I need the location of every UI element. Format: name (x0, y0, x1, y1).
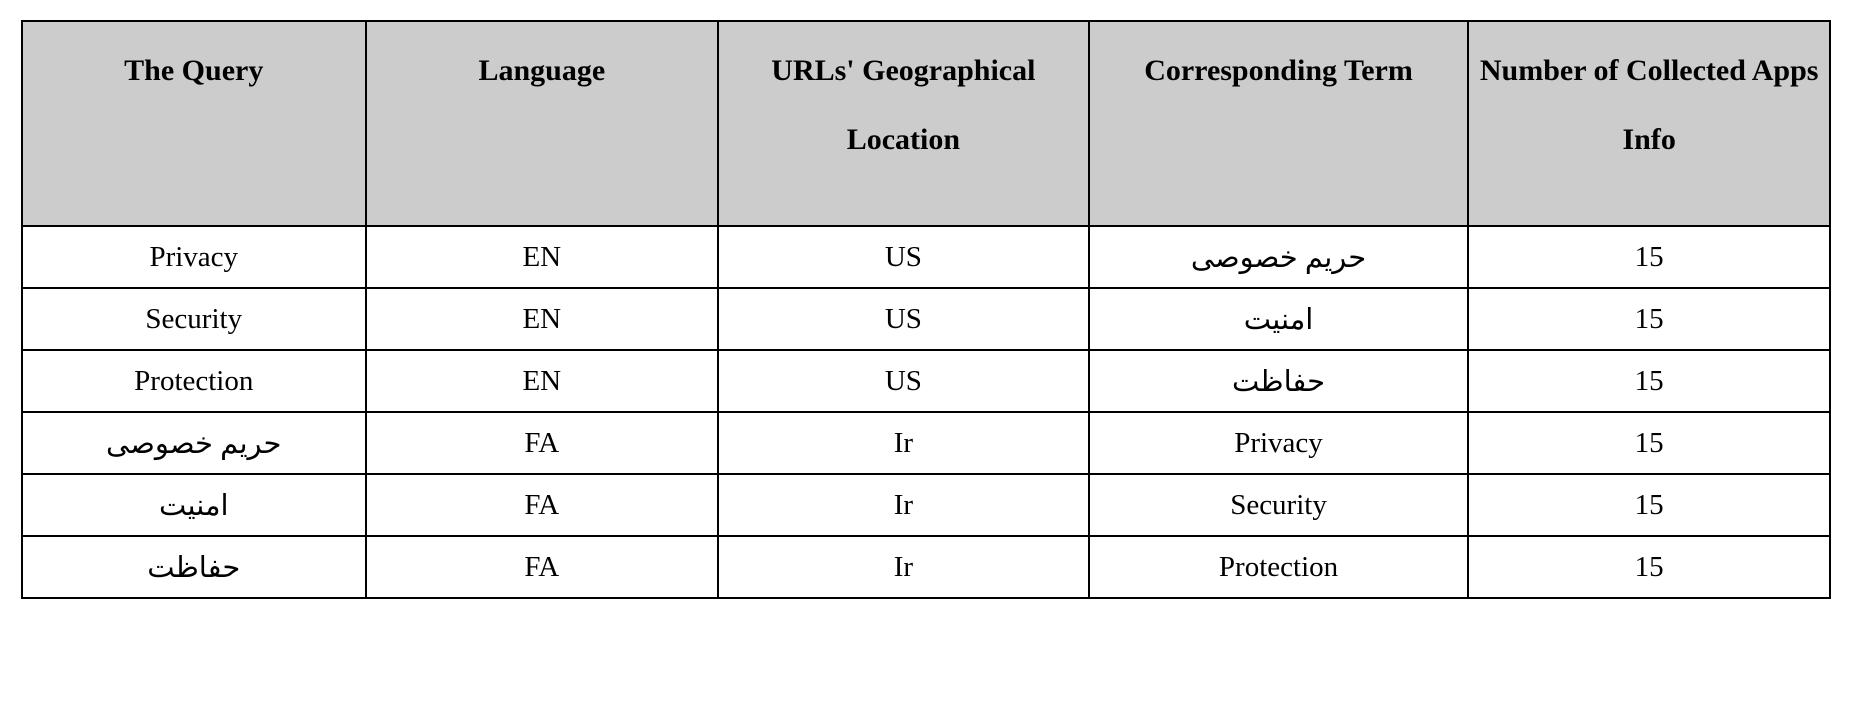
cell-count: 15 (1468, 226, 1830, 288)
header-count: Number of Collected Apps Info (1468, 21, 1830, 226)
cell-language: FA (366, 412, 719, 474)
table-header-row: The Query Language URLs' Geographical Lo… (22, 21, 1830, 226)
header-query: The Query (22, 21, 366, 226)
cell-location: Ir (718, 412, 1089, 474)
cell-term: Protection (1089, 536, 1469, 598)
cell-term: Privacy (1089, 412, 1469, 474)
query-data-table: The Query Language URLs' Geographical Lo… (21, 20, 1831, 599)
cell-location: Ir (718, 536, 1089, 598)
cell-language: FA (366, 474, 719, 536)
table-row: امنیت FA Ir Security 15 (22, 474, 1830, 536)
cell-query: امنیت (22, 474, 366, 536)
cell-location: US (718, 288, 1089, 350)
cell-term: حریم خصوصی (1089, 226, 1469, 288)
cell-count: 15 (1468, 350, 1830, 412)
cell-location: US (718, 350, 1089, 412)
cell-language: EN (366, 226, 719, 288)
table-row: Protection EN US حفاظت 15 (22, 350, 1830, 412)
table-header: The Query Language URLs' Geographical Lo… (22, 21, 1830, 226)
cell-location: Ir (718, 474, 1089, 536)
header-language: Language (366, 21, 719, 226)
cell-query: Security (22, 288, 366, 350)
cell-query: حفاظت (22, 536, 366, 598)
cell-term: امنیت (1089, 288, 1469, 350)
header-term: Corresponding Term (1089, 21, 1469, 226)
cell-term: Security (1089, 474, 1469, 536)
header-location: URLs' Geographical Location (718, 21, 1089, 226)
cell-count: 15 (1468, 536, 1830, 598)
cell-query: حریم خصوصی (22, 412, 366, 474)
table-body: Privacy EN US حریم خصوصی 15 Security EN … (22, 226, 1830, 598)
cell-query: Privacy (22, 226, 366, 288)
cell-count: 15 (1468, 474, 1830, 536)
cell-count: 15 (1468, 412, 1830, 474)
cell-count: 15 (1468, 288, 1830, 350)
table-row: Security EN US امنیت 15 (22, 288, 1830, 350)
cell-term: حفاظت (1089, 350, 1469, 412)
cell-language: EN (366, 288, 719, 350)
cell-language: FA (366, 536, 719, 598)
table-row: حفاظت FA Ir Protection 15 (22, 536, 1830, 598)
cell-location: US (718, 226, 1089, 288)
table-row: Privacy EN US حریم خصوصی 15 (22, 226, 1830, 288)
cell-query: Protection (22, 350, 366, 412)
cell-language: EN (366, 350, 719, 412)
table-row: حریم خصوصی FA Ir Privacy 15 (22, 412, 1830, 474)
